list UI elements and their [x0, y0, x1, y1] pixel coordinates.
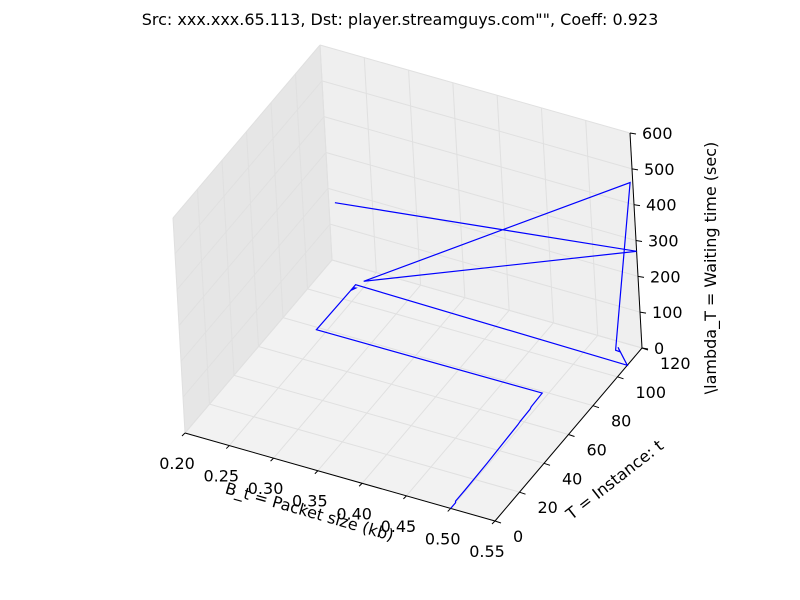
grid-line-z-back	[327, 187, 639, 277]
x-tick-label: 0.40	[336, 504, 372, 523]
y-tick-label: 120	[660, 354, 691, 373]
y-tick-mark	[543, 462, 551, 466]
grid-line-y-floor	[209, 403, 520, 493]
y-tick-label: 80	[611, 412, 631, 431]
x-tick-label: 0.35	[292, 492, 328, 511]
z-tick-label: 500	[644, 160, 675, 179]
grid-line-z-left	[172, 44, 321, 219]
x-tick-label: 0.50	[425, 529, 461, 548]
z-tick-label: 200	[650, 267, 681, 286]
x-tick-label: 0.25	[203, 467, 239, 486]
x-tick-label: 0.55	[469, 542, 505, 561]
grid-line-z-back	[319, 44, 631, 134]
z-tick-mark	[641, 347, 649, 350]
y-tick-label: 100	[636, 383, 667, 402]
series-group	[315, 181, 637, 509]
z-tick-mark	[635, 240, 643, 242]
y-tick-label: 40	[562, 469, 582, 488]
grid-line-y-floor	[233, 374, 545, 464]
grid-line-y-floor	[258, 346, 569, 435]
grid-line-z-left	[176, 116, 325, 290]
grid-line-z-left	[178, 152, 327, 326]
y-tick-mark	[617, 376, 624, 380]
z-tick-label: 100	[652, 303, 683, 322]
y-tick-label: 0	[513, 527, 523, 546]
series-line	[315, 181, 637, 509]
grid-line-z-back	[325, 152, 637, 241]
z-tick-mark	[633, 204, 641, 207]
x-tick-mark	[358, 482, 363, 487]
grid-line-z-back	[321, 80, 633, 170]
grid-line-z-left	[182, 223, 331, 398]
z-tick-mark	[637, 275, 645, 278]
x-tick-mark	[225, 445, 230, 449]
y-tick-mark	[592, 405, 600, 409]
grid-line-y-floor	[307, 288, 618, 378]
x-tick-mark	[270, 457, 274, 462]
x-tick-label: 0.20	[159, 454, 195, 473]
y-tick-mark	[568, 434, 575, 437]
grid-line-z-left	[174, 80, 323, 255]
z-tick-label: 400	[646, 196, 677, 215]
x-tick-mark	[403, 495, 407, 500]
grid-line-z-back	[323, 116, 635, 206]
y-tick-label: 20	[538, 498, 558, 517]
x-tick-mark	[491, 520, 496, 525]
x-tick-mark	[314, 470, 319, 475]
z-tick-mark	[629, 132, 637, 135]
x-tick-mark	[447, 508, 452, 512]
x-tick-label: 0.45	[381, 517, 417, 536]
z-tick-label: 600	[642, 124, 673, 143]
z-tick-label: 0	[654, 339, 664, 358]
grid-line-y-floor	[282, 317, 594, 407]
grid-line-z-back	[331, 259, 643, 349]
chart-title: Src: xxx.xxx.65.113, Dst: player.streamg…	[142, 10, 659, 29]
grid-line-z-left	[184, 259, 333, 434]
x-tick-mark	[181, 432, 186, 437]
y-tick-label: 60	[587, 441, 607, 460]
y-tick-mark	[494, 520, 502, 524]
x-tick-label: 0.30	[248, 479, 284, 498]
z-tick-label: 300	[648, 232, 679, 251]
z-tick-mark	[631, 168, 639, 171]
z-axis-label: \lambda_T = Waiting time (sec)	[701, 142, 721, 395]
y-tick-mark	[519, 491, 526, 495]
z-tick-mark	[639, 311, 647, 314]
grid-line-z-left	[180, 188, 329, 362]
x-axis-line	[184, 432, 496, 522]
